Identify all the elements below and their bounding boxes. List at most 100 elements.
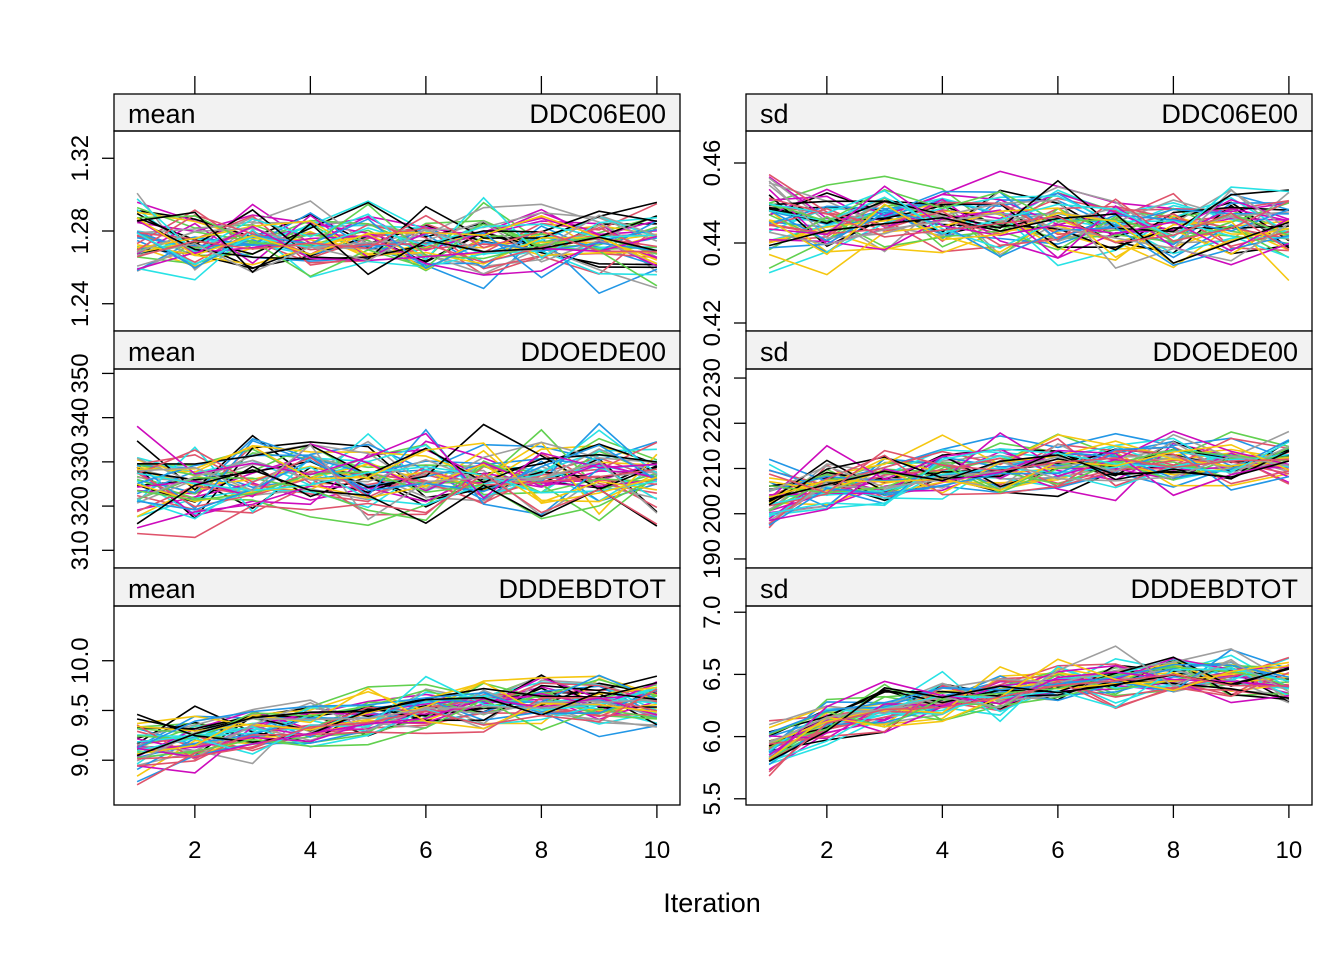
y-tick-label: 9.5	[67, 694, 94, 727]
panel-mean-dddebdtot: mean DDDEBDTOT 9.0 9.5 10.0	[67, 567, 681, 806]
strip-stat-label: sd	[760, 99, 789, 129]
series-line-50	[768, 673, 1289, 773]
y-tick-label: 1.28	[67, 208, 94, 255]
x-axis-label: Iteration	[663, 888, 761, 918]
strip-variable-label: DDOEDE00	[520, 337, 666, 367]
series-line-44	[768, 663, 1290, 734]
series-lines	[768, 430, 1290, 529]
strip-variable-label: DDC06E00	[1161, 99, 1298, 129]
series-line-43	[136, 470, 658, 520]
y-axis: 5.5 6.0 6.5 7.0	[699, 596, 746, 815]
y-tick-label: 10.0	[67, 637, 94, 684]
strip-stat-label: mean	[128, 337, 196, 367]
series-line-45	[136, 465, 658, 494]
y-tick-label: 6.0	[699, 720, 726, 753]
strip-stat-label: mean	[128, 574, 196, 604]
strip-variable-label: DDOEDE00	[1152, 337, 1298, 367]
y-axis: 1.24 1.28 1.32	[67, 135, 114, 327]
series-line-39	[768, 440, 1290, 494]
series-line-42	[136, 696, 658, 786]
series-line-41	[137, 444, 658, 484]
y-tick-label: 220	[699, 403, 726, 443]
strip-variable-label: DDDEBDTOT	[1130, 574, 1298, 604]
panel-strip	[113, 93, 681, 132]
y-tick-label: 1.32	[67, 135, 94, 182]
strip-variable-label: DDDEBDTOT	[498, 574, 666, 604]
series-line-38	[137, 682, 658, 749]
x-tick-label: 8	[535, 837, 548, 864]
panel-sd-ddc06e00: sd DDC06E00 0.42 0.44 0.46	[699, 93, 1313, 347]
panel-strip	[745, 93, 1313, 132]
series-line-50	[136, 214, 657, 258]
series-line-46	[136, 219, 658, 262]
y-tick-label: 230	[699, 358, 726, 398]
series-line-49	[136, 691, 658, 757]
panel-mean-ddoede00: mean DDOEDE00 310 320 330 340 350	[67, 330, 681, 570]
panel-strip	[745, 567, 1313, 607]
panel-mean-ddc06e00: mean DDC06E00 1.24 1.28 1.32	[67, 93, 681, 332]
panel-frame	[745, 605, 1313, 806]
x-tick-label: 10	[1276, 837, 1303, 864]
series-line-47	[768, 203, 1290, 265]
series-line-31	[137, 441, 658, 516]
x-tick-label: 6	[1051, 837, 1064, 864]
series-line-41	[136, 210, 658, 260]
x-tick-label: 2	[188, 837, 201, 864]
series-line-50	[768, 449, 1289, 494]
y-axis: 190 200 210 220 230	[699, 358, 746, 579]
y-tick-label: 0.46	[699, 140, 726, 187]
x-tick-label: 4	[304, 837, 317, 864]
series-line-31	[136, 233, 657, 271]
y-tick-label: 340	[67, 398, 94, 438]
y-axis: 0.42 0.44 0.46	[699, 140, 746, 347]
series-line-34	[768, 457, 1290, 507]
series-line-46	[769, 185, 1290, 252]
y-tick-label: 1.24	[67, 280, 94, 327]
series-line-49	[768, 454, 1290, 500]
series-line-47	[768, 443, 1290, 499]
panel-strip	[113, 567, 681, 607]
y-tick-label: 6.5	[699, 658, 726, 691]
x-tick-label: 2	[820, 837, 833, 864]
y-tick-label: 310	[67, 530, 94, 570]
x-tick-label: 10	[644, 837, 671, 864]
y-tick-label: 330	[67, 442, 94, 482]
series-line-47	[768, 658, 1290, 760]
y-tick-label: 0.44	[699, 220, 726, 267]
series-line-48	[137, 443, 658, 521]
series-lines	[768, 645, 1290, 777]
series-lines	[136, 192, 658, 295]
panel-sd-ddoede00: sd DDOEDE00 190 200 210 220 230	[699, 330, 1313, 579]
series-line-40	[768, 180, 1290, 270]
series-line-23	[768, 218, 1290, 256]
series-line-49	[136, 211, 658, 276]
strip-stat-label: sd	[760, 574, 789, 604]
series-line-45	[768, 441, 1290, 515]
series-line-42	[136, 449, 658, 499]
series-line-25	[137, 674, 657, 730]
x-tick-label: 8	[1167, 837, 1180, 864]
series-line-46	[768, 449, 1290, 522]
series-line-38	[769, 657, 1289, 740]
x-tick-label: 4	[936, 837, 949, 864]
series-line-46	[136, 697, 658, 759]
y-tick-label: 0.42	[699, 300, 726, 347]
series-lines	[136, 674, 658, 786]
strip-stat-label: mean	[128, 99, 196, 129]
y-tick-label: 350	[67, 353, 94, 393]
series-line-33	[768, 679, 1290, 747]
series-line-50	[137, 473, 658, 539]
series-line-49	[768, 213, 1290, 265]
series-line-44	[136, 444, 658, 511]
y-tick-label: 190	[699, 539, 726, 579]
strip-stat-label: sd	[760, 337, 789, 367]
y-tick-label: 9.0	[67, 744, 94, 777]
strip-variable-label: DDC06E00	[529, 99, 666, 129]
series-line-42	[768, 198, 1290, 247]
y-tick-label: 320	[67, 486, 94, 526]
series-line-38	[137, 442, 658, 498]
x-tick-label: 6	[419, 837, 432, 864]
series-line-30	[136, 472, 657, 529]
series-line-50	[768, 197, 1290, 251]
